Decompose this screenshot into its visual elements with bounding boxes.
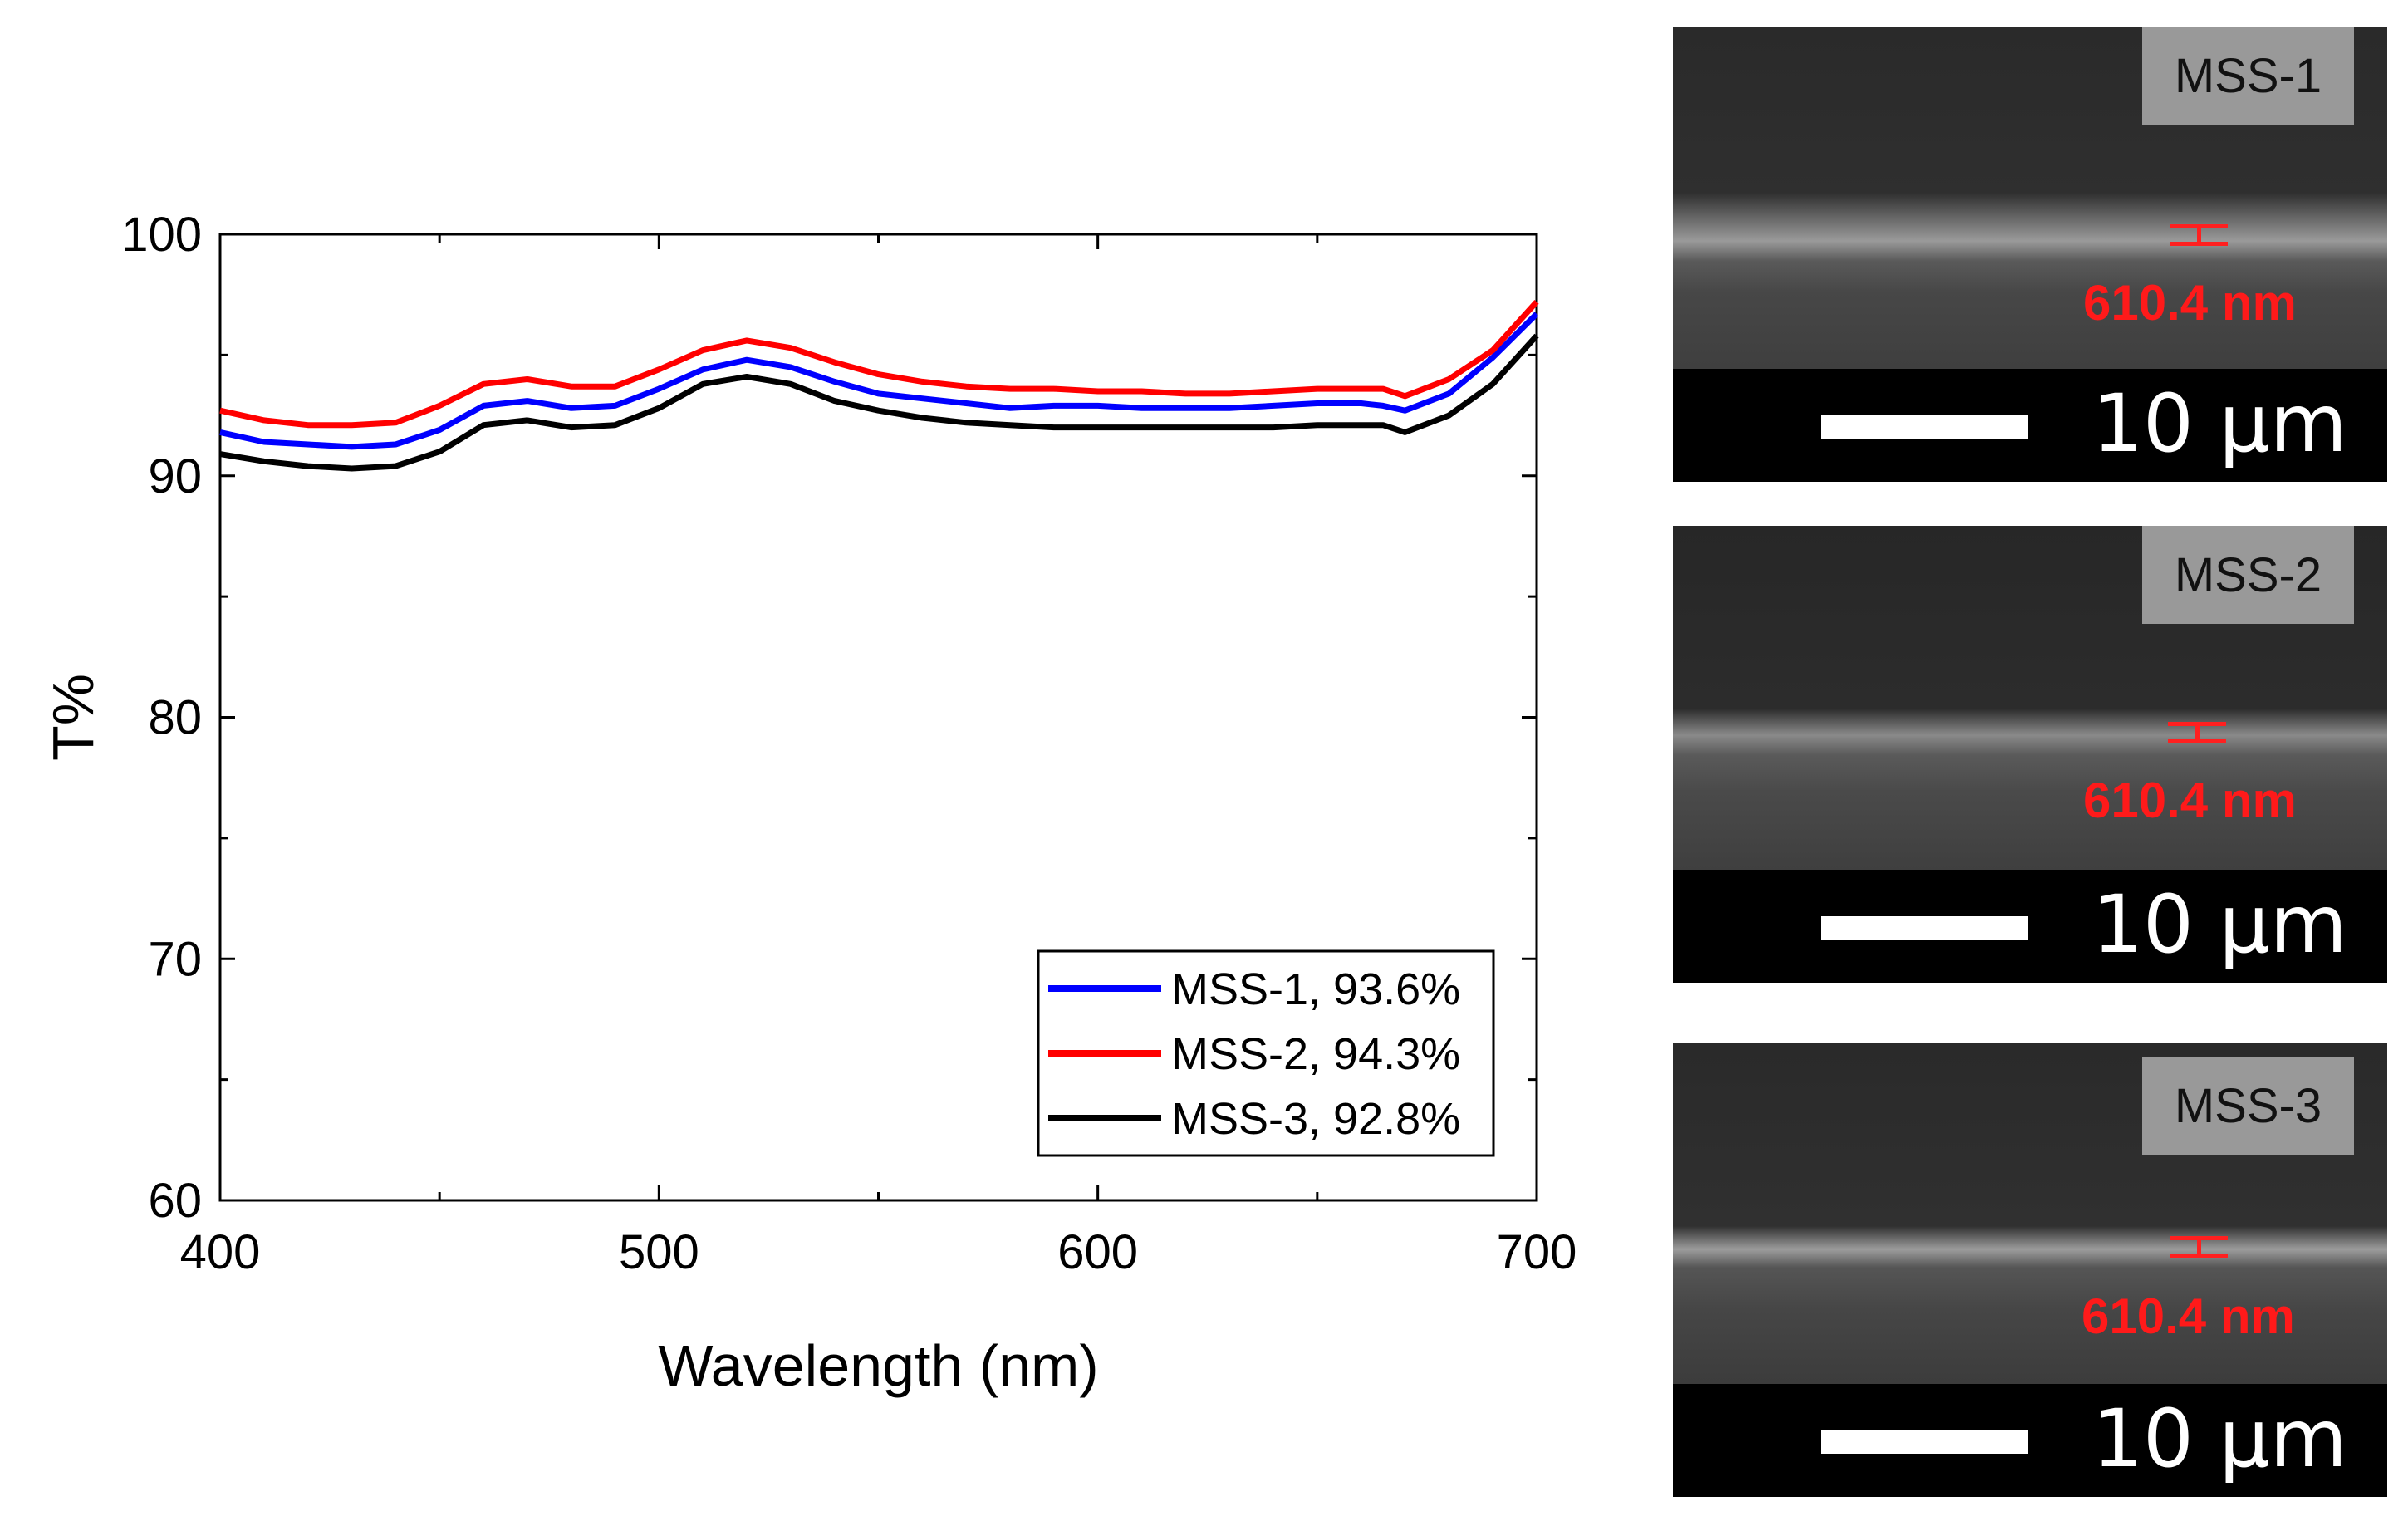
scale-strip: 10 µm: [1673, 369, 2387, 482]
scale-bar: [1821, 1430, 2028, 1454]
legend-label-1: MSS-1, 93.6%: [1171, 964, 1460, 1014]
legend-label-2: MSS-2, 94.3%: [1171, 1029, 1460, 1079]
scale-strip: 10 µm: [1673, 1384, 2387, 1497]
thickness-label: 610.4 nm: [2083, 275, 2297, 331]
thickness-marker: [2168, 722, 2226, 743]
legend-label-3: MSS-3, 92.8%: [1171, 1094, 1460, 1144]
x-tick-label: 700: [1497, 1225, 1577, 1279]
scale-label: 10 µm: [2092, 377, 2347, 470]
x-tick-label: 500: [619, 1225, 699, 1279]
y-tick-label: 60: [148, 1174, 202, 1228]
y-tick-label: 90: [148, 449, 202, 503]
sem-panel-mss-2: MSS-2 610.4 nm 10 µm: [1673, 526, 2387, 983]
y-tick-label: 80: [148, 691, 202, 745]
series-line-1: [219, 312, 1539, 450]
x-tick-label: 600: [1057, 1225, 1138, 1279]
scale-label: 10 µm: [2092, 878, 2347, 971]
scale-bar: [1821, 916, 2028, 940]
thickness-marker: [2170, 224, 2228, 246]
transmittance-chart: 400 500 600 700 60 70 80 90 100 Wavelength (nm) T%…: [41, 208, 1577, 1398]
x-tick-label: 400: [180, 1225, 261, 1279]
scale-bar: [1821, 415, 2028, 439]
sample-label: MSS-2: [2142, 526, 2354, 624]
sample-label: MSS-3: [2142, 1057, 2354, 1155]
series-line-2: [219, 300, 1539, 429]
x-axis-title: Wavelength (nm): [658, 1333, 1098, 1398]
sem-panel-mss-1: MSS-1 610.4 nm 10 µm: [1673, 27, 2387, 482]
sample-label: MSS-1: [2142, 27, 2354, 125]
thickness-marker: [2170, 1236, 2228, 1258]
y-tick-label: 70: [148, 932, 202, 986]
thickness-label: 610.4 nm: [2082, 1288, 2295, 1344]
scale-label: 10 µm: [2092, 1392, 2347, 1485]
sem-panel-mss-3: MSS-3 610.4 nm 10 µm: [1673, 1043, 2387, 1497]
y-tick-label: 100: [121, 208, 202, 262]
series-line-3: [219, 333, 1539, 472]
thickness-label: 610.4 nm: [2083, 773, 2297, 828]
scale-strip: 10 µm: [1673, 870, 2387, 983]
y-axis-title: T%: [41, 674, 105, 761]
